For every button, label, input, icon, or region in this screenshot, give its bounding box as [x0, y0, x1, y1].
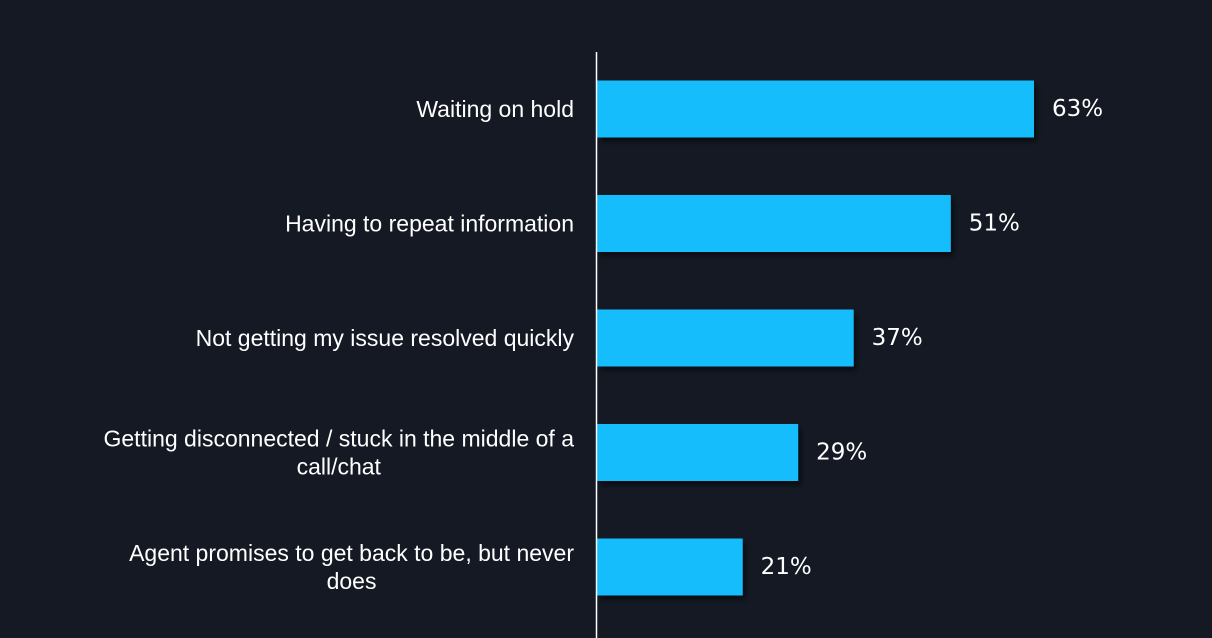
category-label-5-line-2: does	[327, 568, 377, 594]
value-label-4: 29%	[816, 440, 867, 466]
value-label-2: 51%	[969, 211, 1020, 237]
category-label-3-line-1: Not getting my issue resolved quickly	[196, 325, 575, 351]
bar-5	[597, 538, 743, 596]
bar-2	[597, 195, 951, 252]
category-label-3: Not getting my issue resolved quickly	[196, 325, 575, 351]
category-label-1: Waiting on hold	[416, 96, 574, 122]
category-label-1-line-1: Waiting on hold	[416, 96, 574, 122]
category-label-5-line-1: Agent promises to get back to be, but ne…	[129, 540, 574, 566]
bar-4	[597, 424, 799, 481]
value-label-3: 37%	[872, 325, 923, 351]
bar-3	[597, 309, 854, 367]
bar-1	[597, 80, 1034, 138]
category-label-2: Having to repeat information	[285, 211, 574, 237]
value-label-5: 21%	[761, 554, 812, 580]
category-label-4: Getting disconnected / stuck in the midd…	[104, 426, 575, 480]
category-label-5: Agent promises to get back to be, but ne…	[129, 540, 574, 594]
category-label-2-line-1: Having to repeat information	[285, 211, 574, 237]
category-label-4-line-1: Getting disconnected / stuck in the midd…	[104, 426, 575, 452]
category-label-4-line-2: call/chat	[297, 454, 382, 480]
value-label-1: 63%	[1052, 96, 1103, 122]
